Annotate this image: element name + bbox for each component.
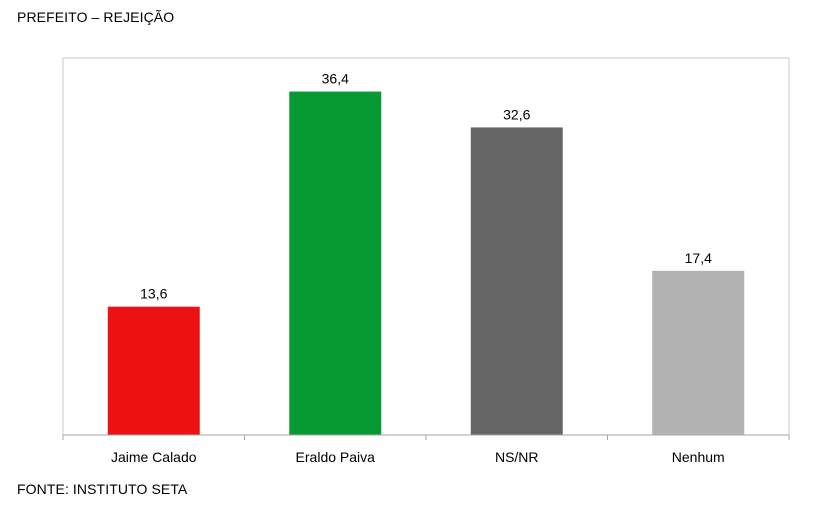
x-tick-label: Eraldo Paiva <box>296 449 376 465</box>
x-axis: Jaime Calado Eraldo Paiva NS/NR Nenhum <box>62 434 790 465</box>
bar-value-label: 13,6 <box>140 286 167 302</box>
x-tick-label: Jaime Calado <box>111 449 197 465</box>
source-note: FONTE: INSTITUTO SETA <box>17 481 188 497</box>
x-tick-label: Nenhum <box>672 449 725 465</box>
bar-eraldo-paiva <box>289 91 382 435</box>
bar-jaime-calado <box>107 306 200 435</box>
bar-value-label: 32,6 <box>503 106 530 122</box>
x-tick-label: NS/NR <box>495 449 539 465</box>
bar-nenhum <box>652 270 745 435</box>
bars-group: 13,6 36,4 32,6 17,4 <box>107 71 745 435</box>
bar-value-label: 17,4 <box>685 250 712 266</box>
bar-ns-nr <box>470 127 563 435</box>
bar-value-label: 36,4 <box>322 71 349 87</box>
chart-title: PREFEITO – REJEIÇÃO <box>17 9 175 25</box>
